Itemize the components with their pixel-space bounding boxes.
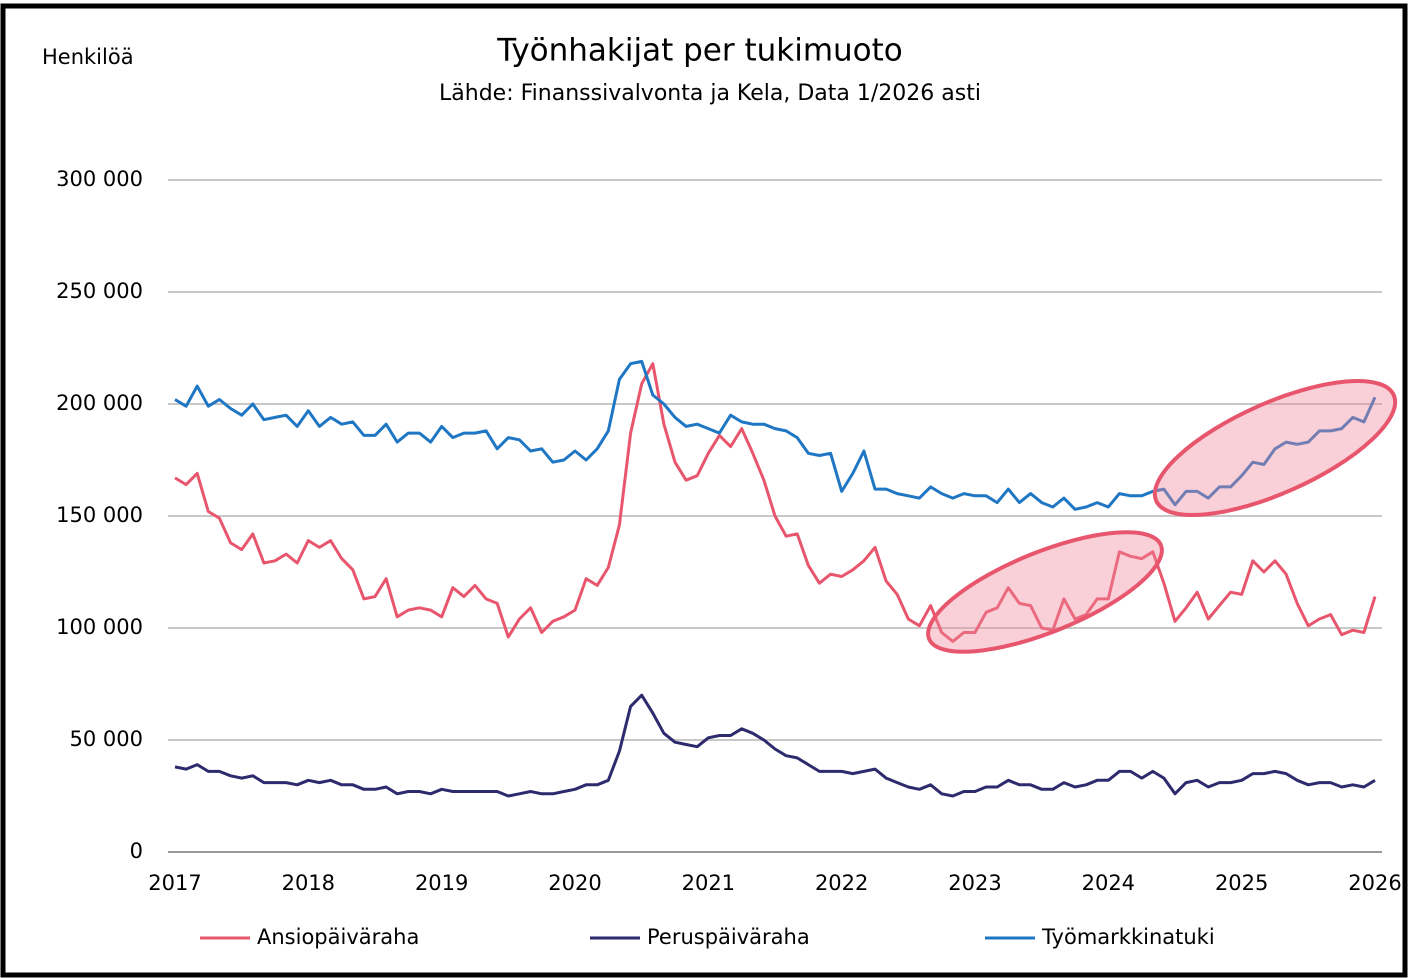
line-series (174, 362, 1377, 643)
legend-label: Peruspäiväraha (647, 925, 810, 949)
y-tick-label: 300 000 (56, 167, 143, 191)
y-tick-label: 200 000 (56, 391, 143, 415)
frame (0, 3, 1408, 978)
highlight-ellipse (926, 530, 1164, 654)
y-tick-label: 0 (130, 839, 143, 863)
legend-label: Työmarkkinatuki (1041, 925, 1215, 949)
x-tick-label: 2024 (1082, 871, 1135, 895)
y-tick-label: 150 000 (56, 503, 143, 527)
x-tick-label: 2021 (682, 871, 735, 895)
x-tick-label: 2025 (1215, 871, 1268, 895)
line-series (174, 359, 1377, 511)
legend-label: Ansiopäiväraha (257, 925, 419, 949)
chart-title: Työnhakijat per tukimuoto (496, 33, 903, 69)
x-tick-label: 2020 (548, 871, 601, 895)
y-axis-label: Henkilöä (42, 45, 134, 69)
x-tick-label: 2017 (148, 871, 201, 895)
x-tick-label: 2026 (1348, 871, 1401, 895)
x-tick-label: 2023 (948, 871, 1001, 895)
y-tick-label: 250 000 (56, 279, 143, 303)
x-tick-label: 2019 (415, 871, 468, 895)
chart-subtitle: Lähde: Finanssivalvonta ja Kela, Data 1/… (439, 81, 981, 106)
highlight-ellipse (1152, 379, 1398, 517)
line-series (174, 693, 1376, 798)
y-tick-label: 100 000 (56, 615, 143, 639)
x-tick-label: 2018 (282, 871, 335, 895)
y-tick-label: 50 000 (70, 727, 143, 751)
x-tick-label: 2022 (815, 871, 868, 895)
